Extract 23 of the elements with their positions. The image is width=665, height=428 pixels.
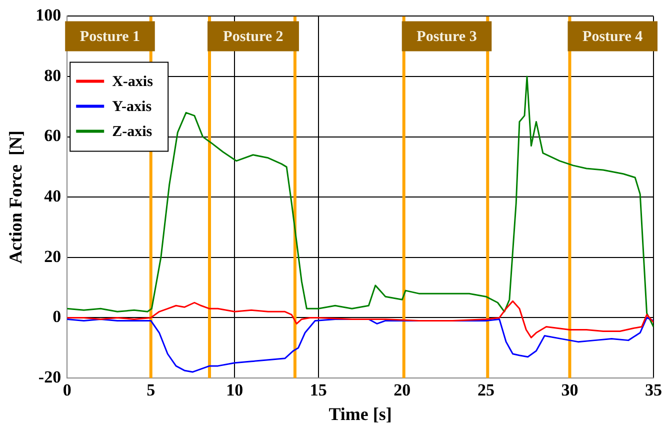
legend-label: Y-axis	[112, 99, 152, 116]
x-tick-label: 30	[561, 380, 578, 400]
y-axis-title: Action Force [N]	[5, 130, 26, 264]
annotation: Posture 2	[223, 29, 284, 46]
x-tick-label: 20	[394, 380, 411, 400]
x-tick-label: 15	[310, 380, 327, 400]
x-tick-label: 25	[477, 380, 494, 400]
x-axis-title: Time [s]	[328, 404, 392, 424]
y-tick-label: 40	[44, 186, 62, 206]
x-tick-label: 10	[226, 380, 244, 400]
legend-label: X-axis	[112, 74, 154, 90]
y-tick-label: 20	[44, 246, 62, 266]
y-tick-label: 0	[52, 307, 62, 326]
y-tick-label: 100	[36, 6, 62, 25]
x-tick-label: 35	[645, 380, 662, 400]
annotation: Posture 4	[582, 29, 644, 46]
y-tick-label: 80	[44, 66, 62, 85]
x-tick-label: 5	[146, 380, 156, 400]
y-tick-label: 60	[44, 126, 62, 146]
annotation: Posture 1	[80, 29, 140, 46]
legend-label: Z-axis	[112, 124, 152, 140]
annotation: Posture 3	[416, 29, 477, 46]
y-tick-label: -20	[38, 367, 62, 386]
